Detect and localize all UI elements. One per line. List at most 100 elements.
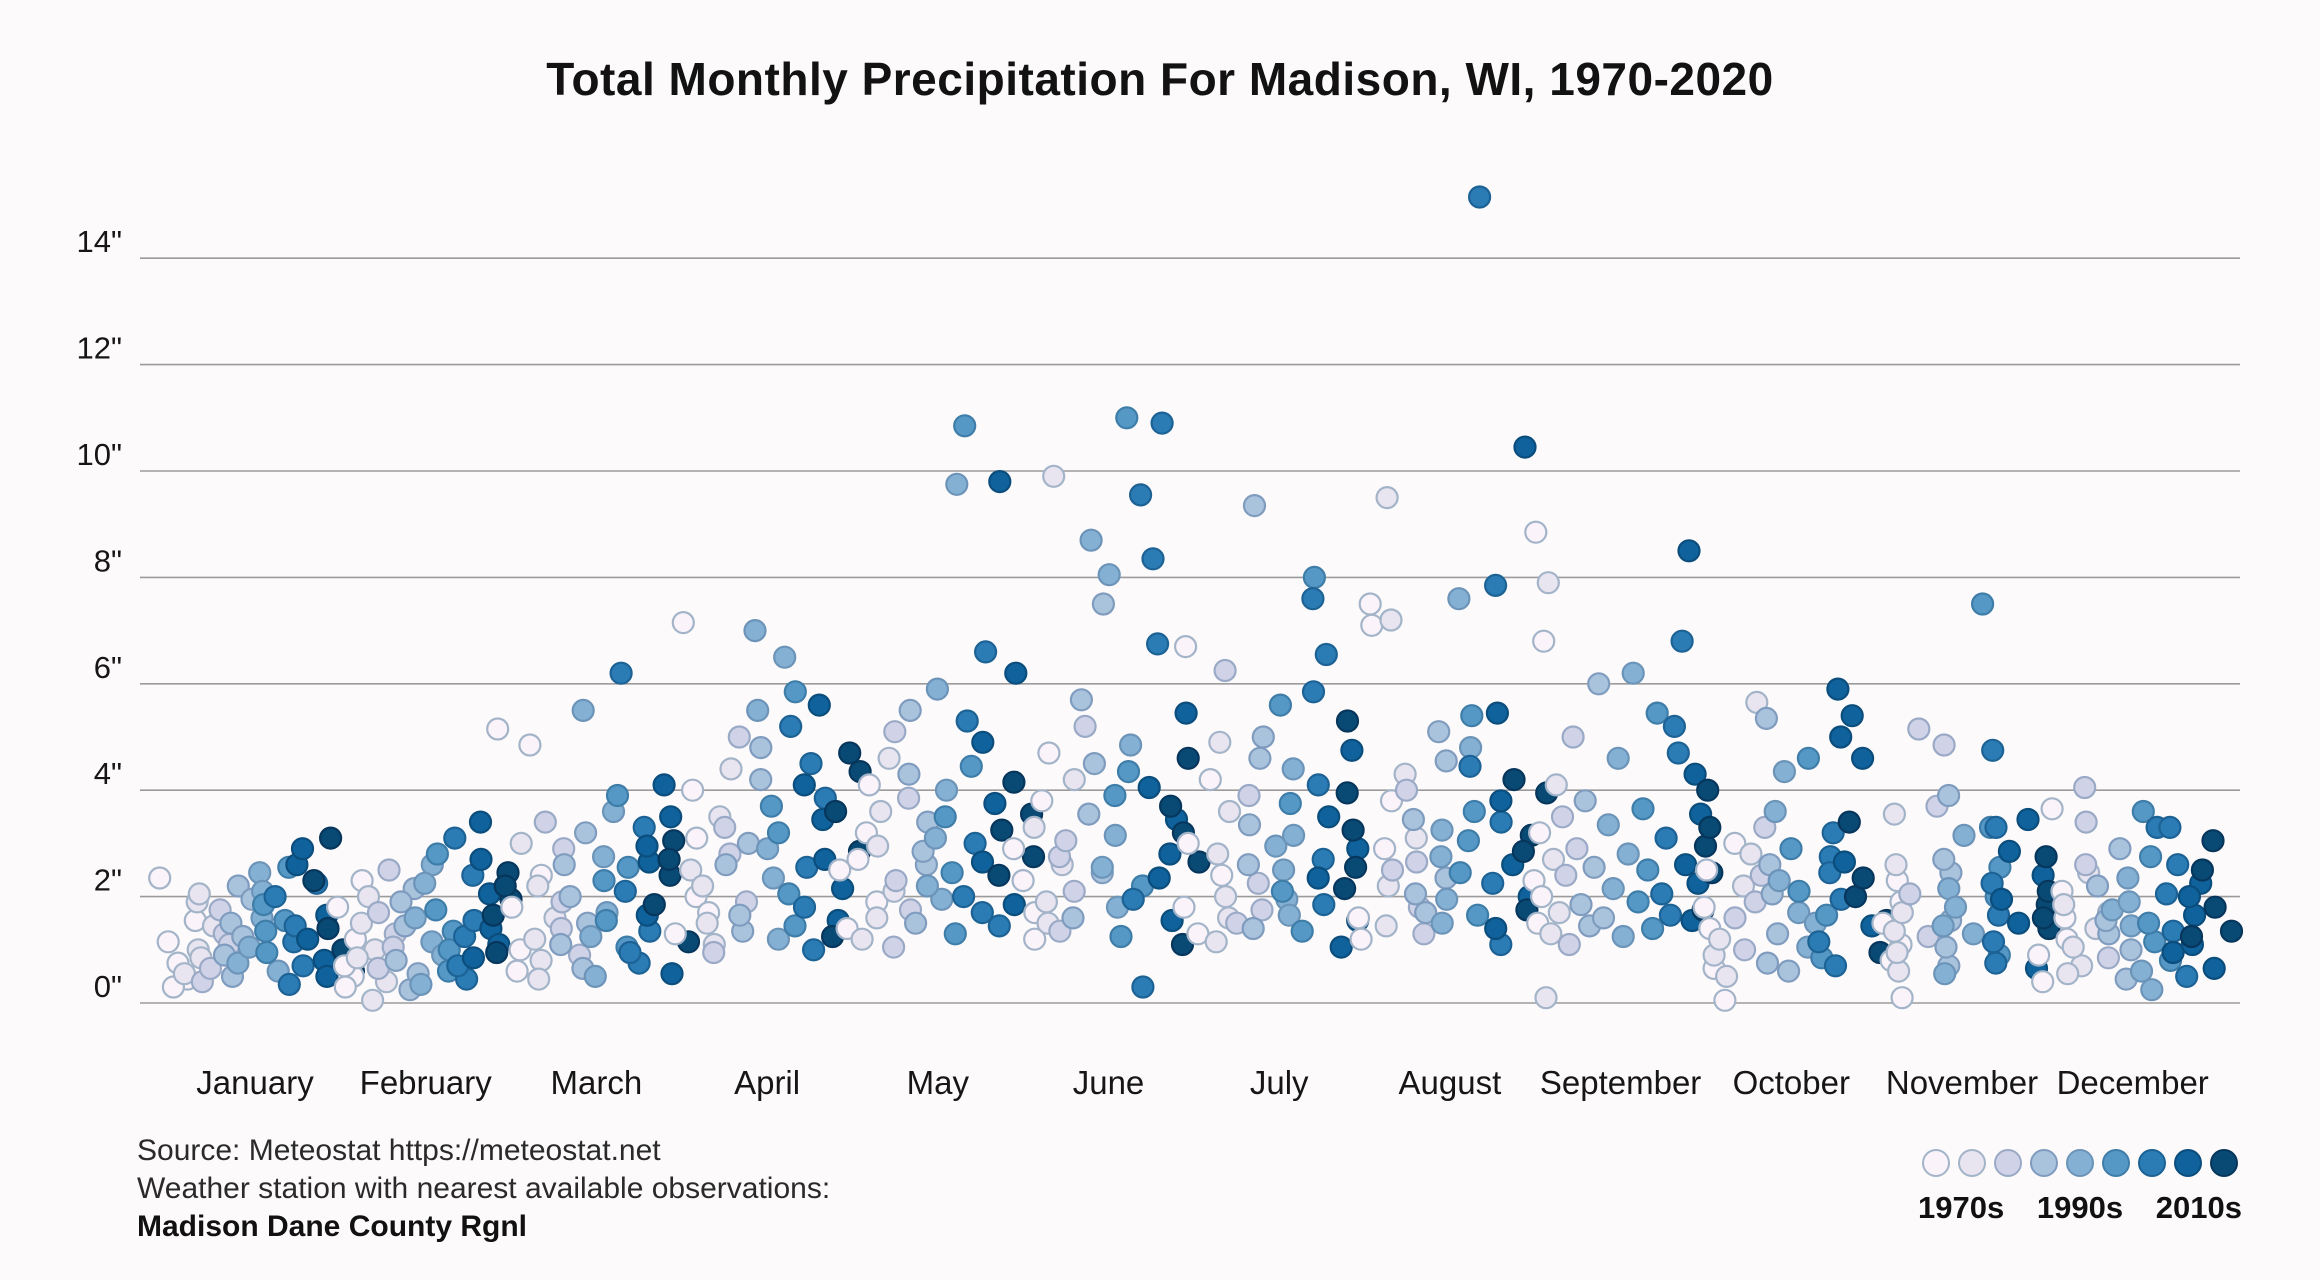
data-point [1626, 890, 1650, 914]
x-axis-month-label: September [1540, 1064, 1701, 1101]
data-point [1278, 791, 1302, 816]
data-point [773, 645, 797, 669]
data-point [1208, 730, 1232, 754]
data-point [1301, 587, 1325, 611]
data-point [671, 610, 695, 635]
data-point [2061, 935, 2085, 959]
data-point [1448, 861, 1472, 885]
data-point [1611, 924, 1635, 949]
y-axis-tick-label: 10" [77, 437, 123, 472]
data-point [657, 847, 681, 872]
data-point [1826, 677, 1850, 701]
data-point [1335, 781, 1359, 805]
data-point [1206, 842, 1230, 866]
data-point [1121, 887, 1145, 911]
data-point [1174, 701, 1198, 725]
data-point [1173, 634, 1198, 659]
data-point [1237, 783, 1261, 808]
data-point [1547, 900, 1571, 925]
data-point [846, 847, 870, 872]
data-point [1596, 813, 1620, 837]
data-point [2074, 853, 2098, 877]
data-point [1732, 938, 1757, 962]
data-point [1264, 834, 1288, 858]
data-point [552, 853, 576, 877]
data-point [1763, 799, 1787, 824]
data-point [1109, 924, 1133, 949]
data-point [1082, 751, 1107, 776]
data-point [1237, 813, 1262, 837]
data-point [518, 733, 542, 757]
data-point [1601, 876, 1625, 901]
data-point [2175, 964, 2199, 989]
data-point [1997, 839, 2022, 864]
data-point [850, 927, 874, 951]
data-point [579, 924, 603, 949]
data-point [660, 962, 684, 986]
data-point [1666, 741, 1690, 765]
data-point [1062, 879, 1086, 903]
data-point [1767, 868, 1791, 893]
data-point [571, 698, 595, 723]
legend-decade-swatch [2030, 1149, 2058, 1177]
station-note-line: Weather station with nearest available o… [137, 1172, 831, 1205]
data-point [1011, 868, 1035, 893]
data-point [1023, 927, 1047, 951]
data-point [1851, 866, 1875, 890]
data-point [493, 874, 517, 898]
data-point [1582, 855, 1606, 879]
data-point [1850, 746, 1875, 770]
y-axis-tick-label: 0" [94, 969, 122, 1004]
data-point [1714, 964, 1739, 989]
decade-legend: 1970s 1990s 2010s [1918, 1146, 2242, 1226]
data-point [255, 940, 279, 965]
data-point [632, 815, 656, 840]
data-point [1524, 520, 1548, 544]
data-point [1404, 850, 1429, 874]
data-point [2154, 882, 2179, 906]
data-point [1713, 988, 1737, 1012]
data-point [2119, 938, 2143, 962]
data-point [1885, 940, 1909, 965]
data-point [1621, 661, 1645, 685]
data-point [1335, 709, 1360, 733]
data-point [1731, 874, 1756, 898]
data-point [1840, 704, 1864, 728]
data-point [1591, 906, 1616, 930]
data-point [1616, 842, 1640, 866]
data-point [1489, 789, 1513, 813]
data-point [1898, 882, 1922, 906]
data-point [1890, 986, 1914, 1010]
data-point [685, 826, 709, 850]
data-point [1198, 767, 1222, 792]
data-point [828, 858, 852, 882]
data-point [652, 773, 676, 797]
data-point [2073, 775, 2097, 800]
data-point [291, 954, 315, 978]
data-point [1302, 565, 1327, 590]
y-axis-tick-label: 6" [94, 650, 122, 685]
data-point [799, 751, 823, 776]
data-point [783, 680, 807, 704]
data-point [1933, 962, 1957, 986]
data-point [326, 895, 350, 919]
data-point [1569, 892, 1593, 917]
data-point [1511, 839, 1536, 864]
data-point [198, 956, 223, 981]
data-point [505, 959, 529, 983]
data-point [642, 892, 666, 917]
data-point [254, 919, 278, 943]
data-point [366, 900, 391, 925]
data-point [413, 871, 437, 895]
data-point [1394, 778, 1419, 802]
data-point [1077, 802, 1101, 826]
data-point [1079, 528, 1103, 552]
data-point [1943, 895, 1968, 919]
data-point [1176, 831, 1200, 856]
data-point [1882, 802, 1907, 826]
data-point [1467, 185, 1492, 209]
data-point [898, 698, 922, 723]
data-point [296, 927, 320, 951]
data-point [1821, 821, 1845, 845]
data-point [1932, 847, 1956, 872]
